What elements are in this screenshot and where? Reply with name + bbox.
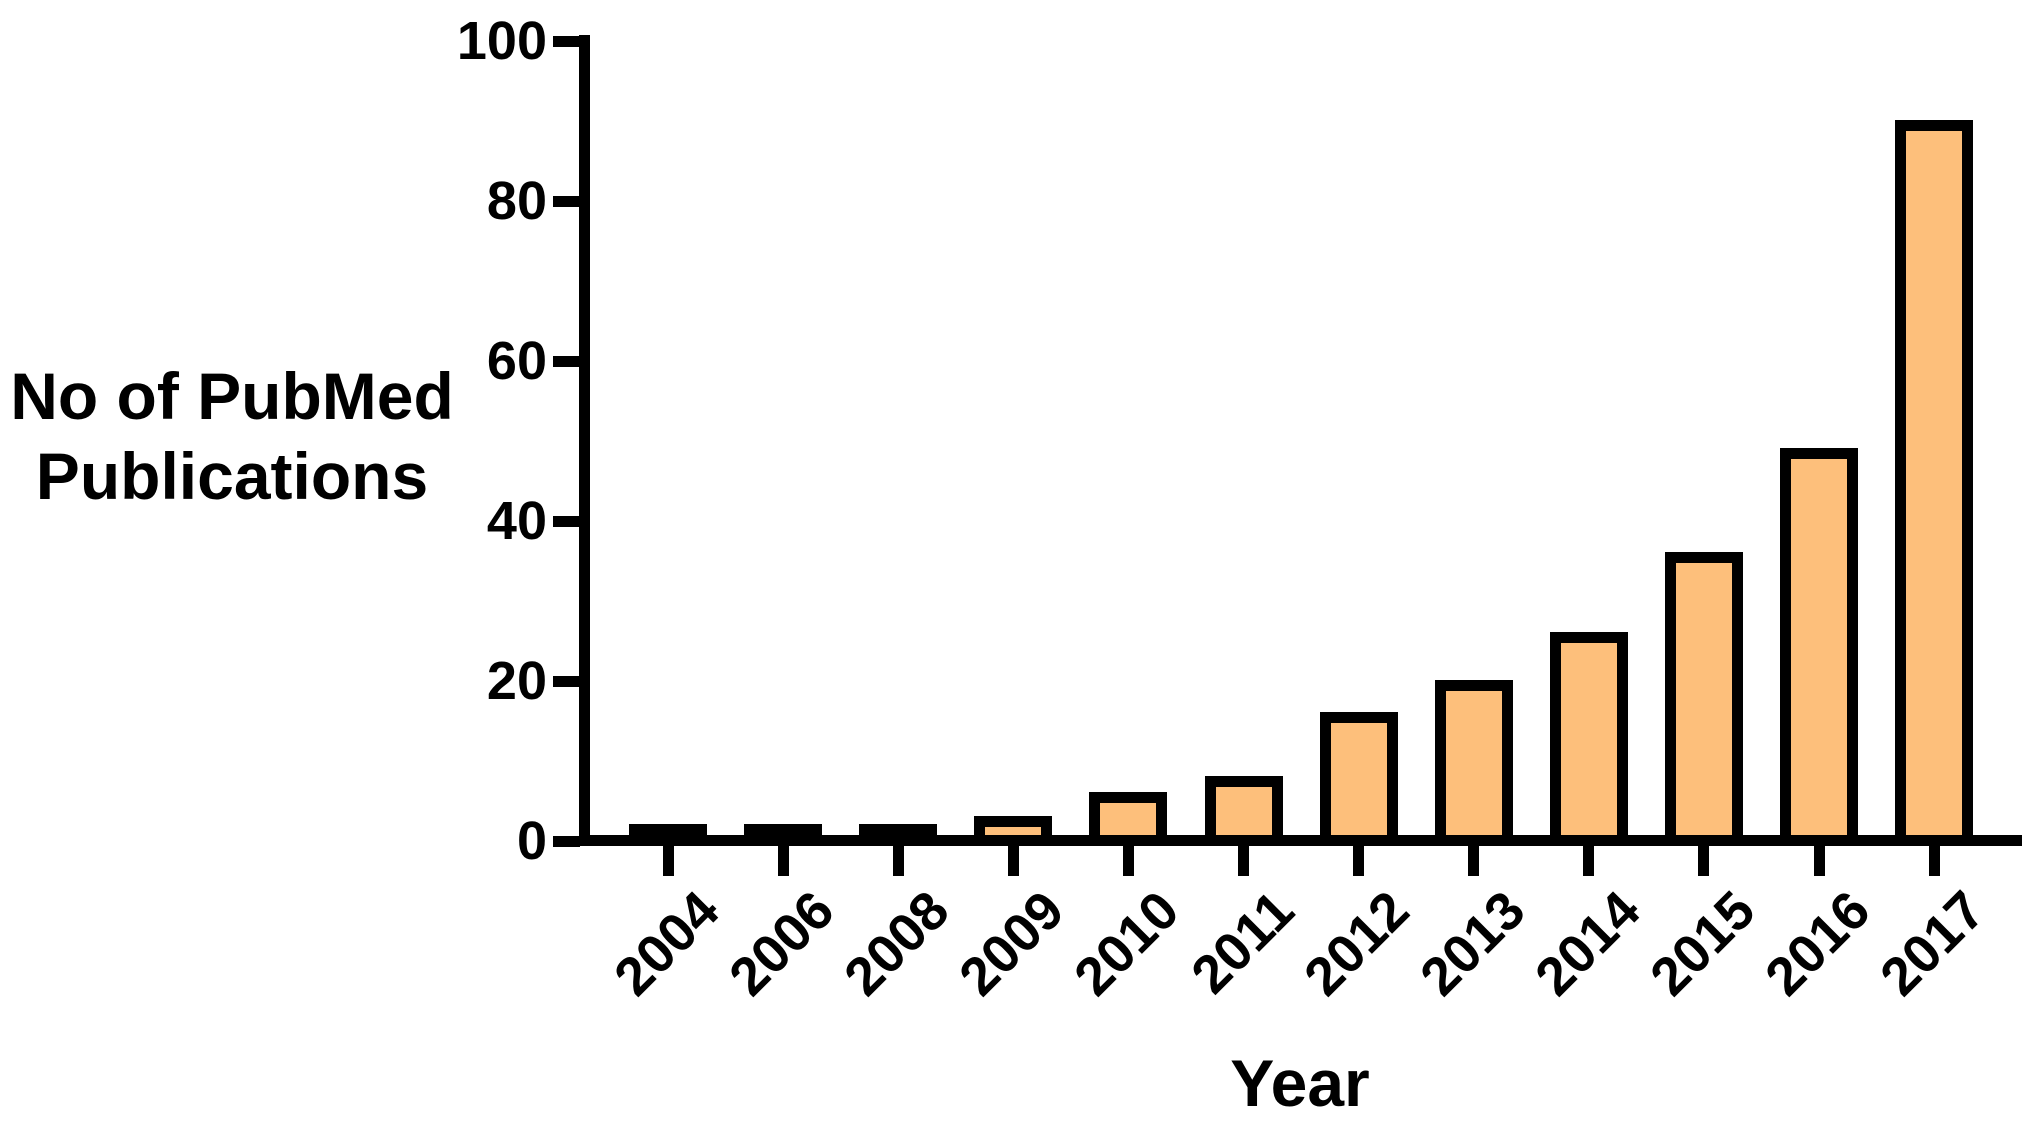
x-tick-mark-2010 — [1122, 843, 1134, 876]
bar-2004 — [629, 824, 707, 846]
y-tick-mark-20 — [553, 675, 580, 687]
y-tick-mark-0 — [553, 835, 580, 847]
x-tick-mark-2011 — [1238, 843, 1249, 876]
y-axis-line — [579, 35, 590, 846]
x-tick-mark-2008 — [892, 843, 904, 876]
x-tick-label-2009: 2009 — [948, 879, 1076, 1008]
x-axis-title: Year — [1230, 1046, 1370, 1120]
bar-2008 — [859, 824, 938, 846]
x-tick-label-2017: 2017 — [1869, 879, 1997, 1008]
bar-2010 — [1089, 792, 1168, 846]
y-tick-label-80: 80 — [486, 171, 547, 231]
x-tick-mark-2012 — [1353, 843, 1365, 876]
x-tick-label-2006: 2006 — [718, 879, 846, 1008]
y-tick-mark-60 — [553, 355, 580, 367]
x-tick-label-2010: 2010 — [1063, 879, 1191, 1008]
y-tick-label-40: 40 — [486, 491, 547, 551]
x-tick-label-2016: 2016 — [1753, 879, 1882, 1008]
y-tick-mark-100 — [553, 35, 580, 47]
bar-2014 — [1549, 632, 1628, 846]
y-axis-title-line2: Publications — [35, 439, 429, 513]
x-tick-mark-2013 — [1468, 843, 1480, 876]
y-axis-title-line1: No of PubMed — [10, 359, 454, 433]
x-tick-mark-2004 — [662, 843, 674, 876]
x-tick-mark-2017 — [1928, 843, 1940, 876]
x-tick-label-2008: 2008 — [833, 879, 961, 1008]
y-tick-mark-40 — [553, 515, 580, 527]
y-tick-label-20: 20 — [486, 651, 547, 711]
x-tick-mark-2006 — [777, 843, 789, 876]
y-axis-title: No of PubMed Publications — [2, 356, 462, 516]
bar-2017 — [1895, 120, 1974, 846]
bar-2011 — [1204, 776, 1283, 846]
x-tick-mark-2009 — [1007, 843, 1019, 876]
bar-2009 — [974, 816, 1053, 846]
y-tick-label-0: 0 — [516, 811, 547, 871]
x-tick-label-2015: 2015 — [1638, 879, 1767, 1008]
x-tick-label-2013: 2013 — [1408, 879, 1537, 1008]
y-tick-label-60: 60 — [486, 331, 547, 391]
x-tick-label-2011: 2011 — [1180, 879, 1306, 1006]
x-tick-label-2004: 2004 — [602, 879, 731, 1008]
x-tick-label-2014: 2014 — [1523, 879, 1652, 1008]
bar-2015 — [1664, 552, 1743, 846]
bar-2016 — [1780, 448, 1858, 846]
x-tick-label-2012: 2012 — [1293, 879, 1421, 1008]
bar-2006 — [744, 824, 823, 846]
x-tick-mark-2015 — [1698, 843, 1710, 876]
bar-2013 — [1434, 680, 1513, 846]
x-tick-mark-2016 — [1813, 843, 1825, 876]
y-tick-label-100: 100 — [456, 11, 547, 71]
y-tick-mark-80 — [553, 195, 580, 207]
bar-2012 — [1319, 712, 1398, 846]
x-tick-mark-2014 — [1583, 843, 1595, 876]
x-axis-line — [579, 835, 2022, 846]
